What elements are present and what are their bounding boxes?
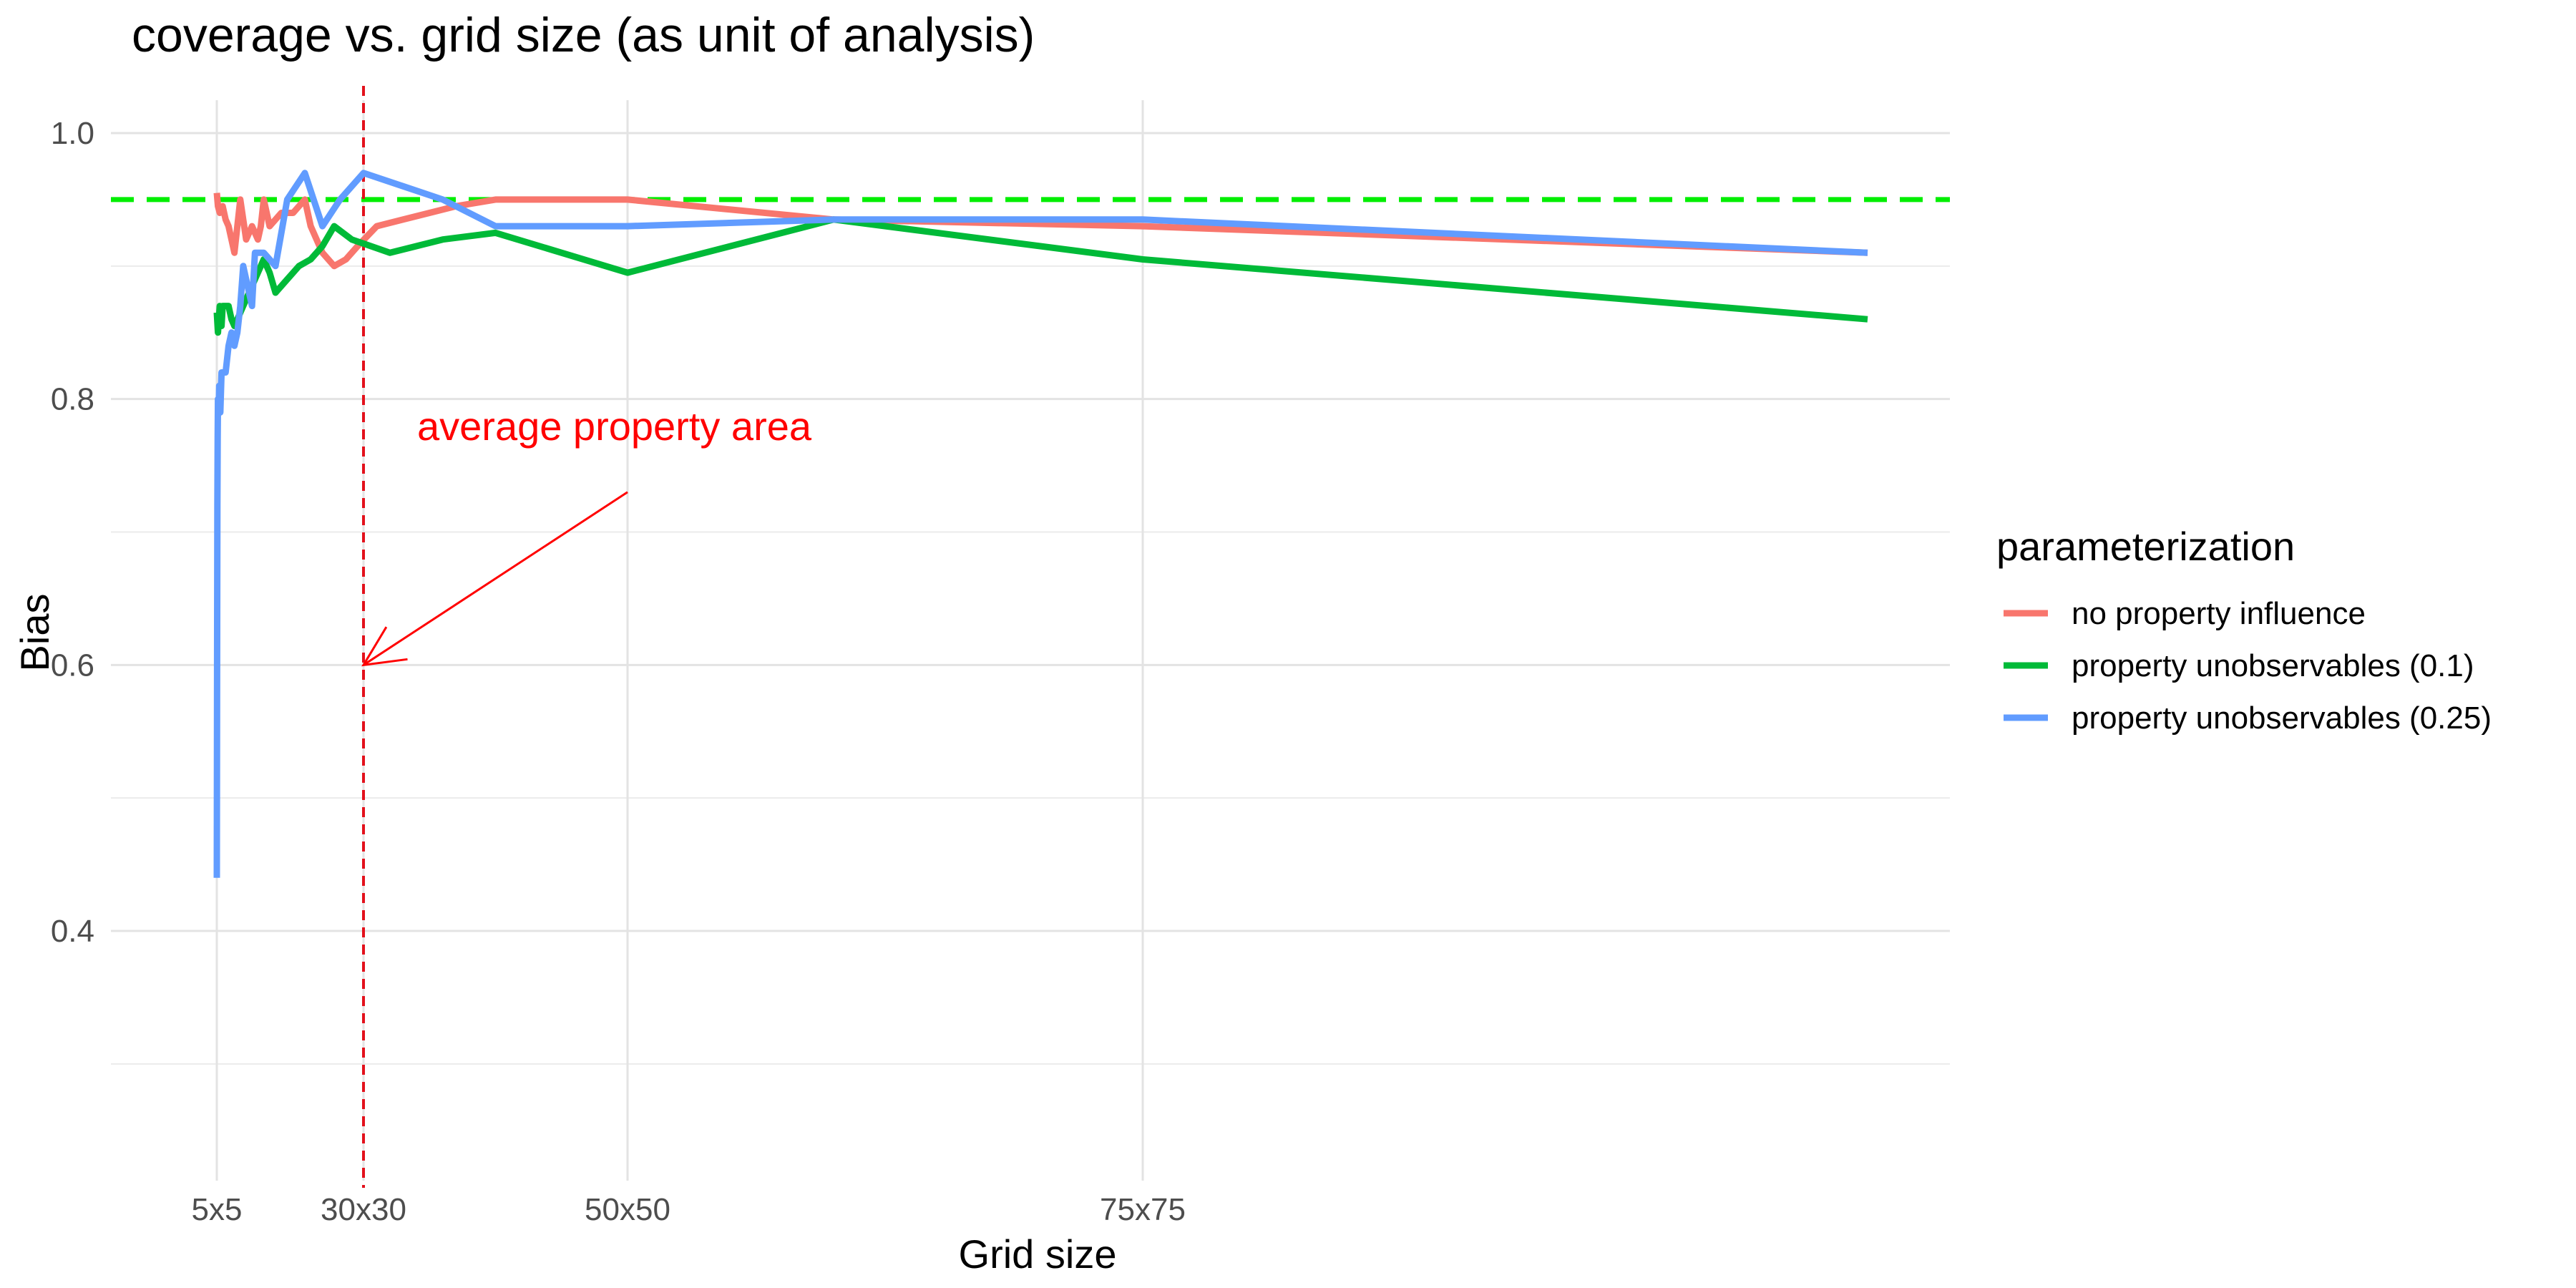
y-axis-title: Bias	[12, 594, 57, 672]
y-axis-ticks: 0.4 0.6 0.8 1.0	[51, 116, 94, 949]
annotation-text: average property area	[417, 404, 812, 449]
y-tick-label: 1.0	[51, 116, 94, 151]
legend: parameterization no property influence pr…	[1996, 524, 2492, 736]
y-tick-label: 0.4	[51, 914, 94, 949]
y-tick-label: 0.6	[51, 648, 94, 683]
x-tick-label: 5x5	[192, 1192, 243, 1227]
x-tick-label: 30x30	[321, 1192, 406, 1227]
legend-items: no property influence property unobservab…	[2004, 596, 2492, 736]
series-line-3	[213, 170, 1868, 878]
y-tick-label: 0.8	[51, 382, 94, 417]
legend-label-3: property unobservables (0.25)	[2072, 701, 2492, 736]
x-axis-title: Grid size	[959, 1231, 1117, 1277]
plot-area: average property area	[111, 86, 1950, 1188]
grid	[111, 100, 1950, 1181]
x-tick-label: 50x50	[585, 1192, 670, 1227]
chart-title: coverage vs. grid size (as unit of analy…	[132, 8, 1035, 62]
x-tick-label: 75x75	[1100, 1192, 1186, 1227]
legend-label-2: property unobservables (0.1)	[2072, 648, 2474, 683]
series-line-1	[213, 192, 1868, 270]
legend-label-1: no property influence	[2072, 596, 2366, 631]
reference-lines	[111, 86, 1950, 1188]
series-lines	[213, 170, 1868, 878]
series-line-2	[213, 216, 1868, 336]
x-axis-ticks: 5x5 30x30 50x50 75x75	[192, 1192, 1186, 1227]
annotation: average property area	[361, 404, 812, 667]
annotation-arrow	[363, 491, 628, 666]
annotation-arrowhead	[361, 626, 408, 667]
legend-title: parameterization	[1996, 524, 2295, 569]
